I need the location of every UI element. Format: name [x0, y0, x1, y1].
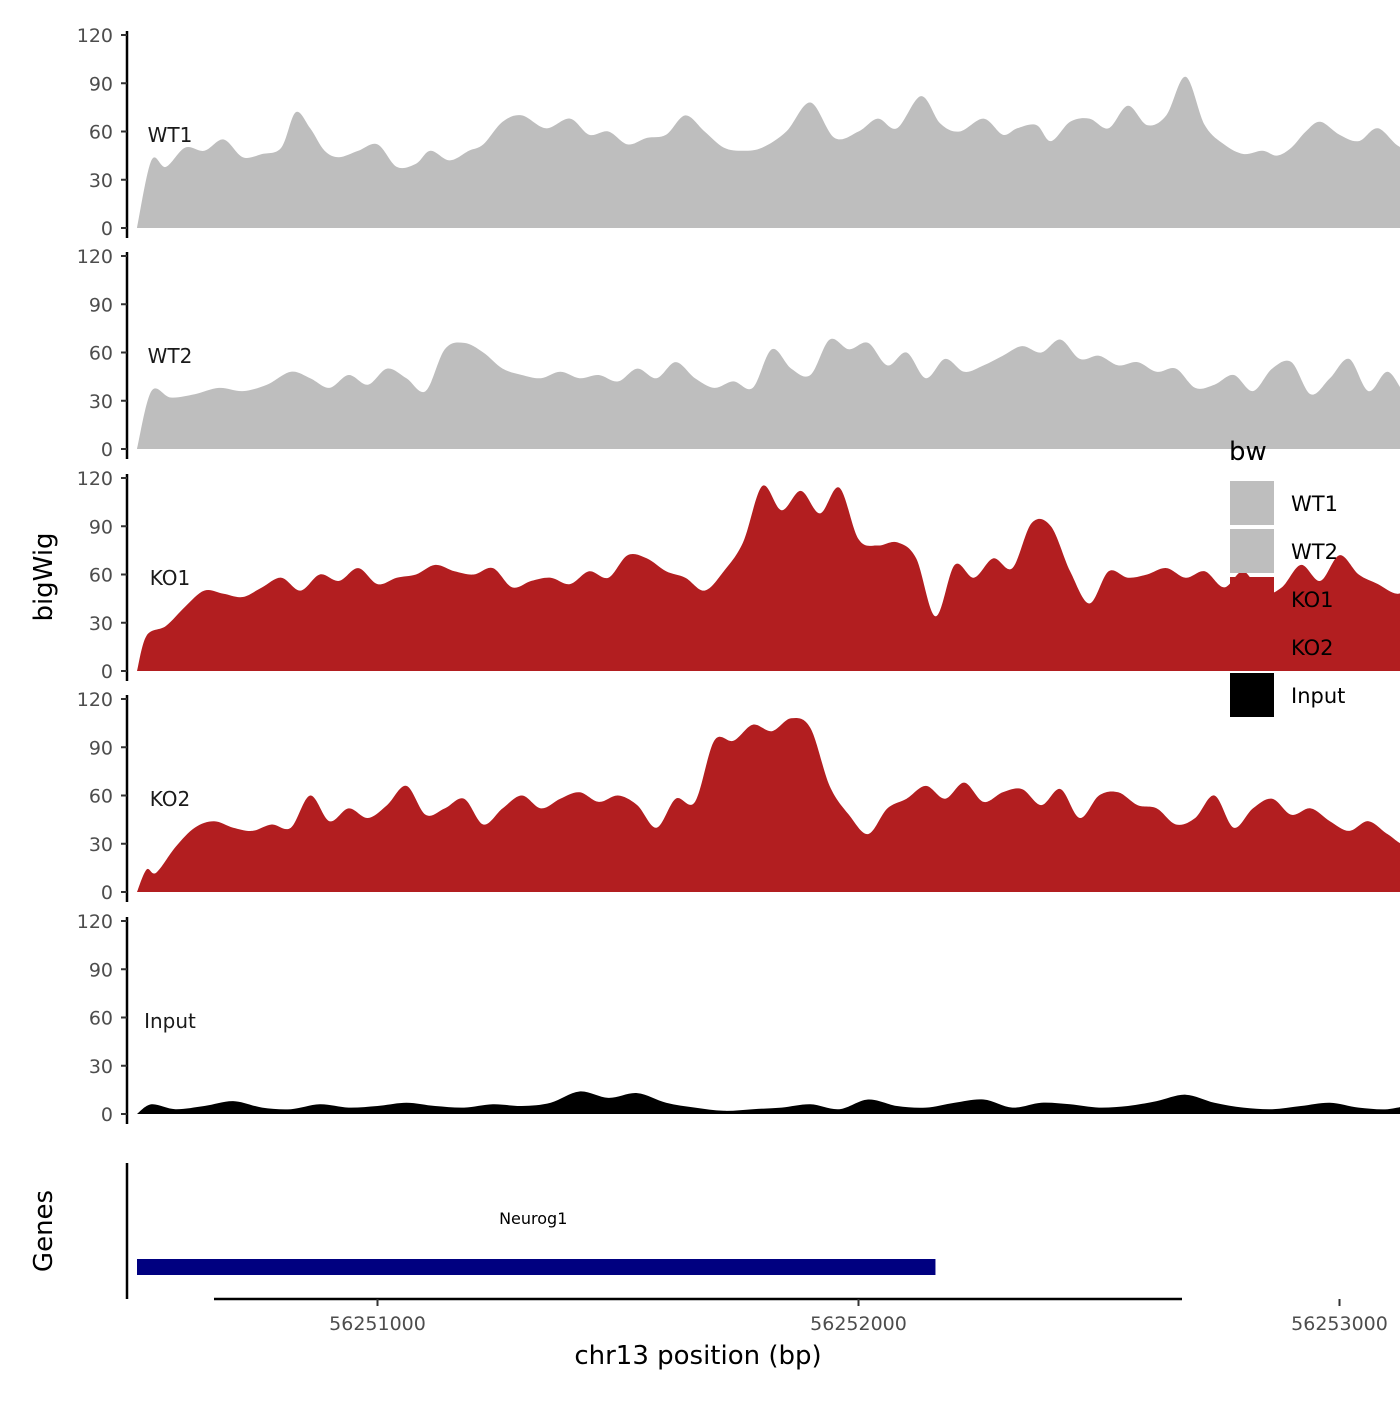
track-label: WT1	[148, 123, 193, 147]
y-tick-label: 90	[89, 959, 113, 981]
y-tick-label: 90	[89, 737, 113, 759]
legend-label: Input	[1291, 684, 1345, 708]
x-tick-label: 56252000	[810, 1313, 907, 1335]
legend-items: WT1 WT2 KO1 KO2 Input	[1230, 481, 1345, 717]
legend-label: WT1	[1291, 492, 1338, 516]
y-tick-label: 0	[101, 439, 113, 461]
y-tick-label: 120	[77, 25, 113, 47]
x-axis: 56251000562520005625300056254000 chr13 p…	[214, 1297, 1388, 1371]
legend-title: bw	[1229, 437, 1267, 467]
track-label: KO1	[150, 566, 191, 590]
series-area-input	[137, 1091, 1400, 1114]
y-tick-label: 90	[89, 516, 113, 538]
x-tick-label: 56253000	[1291, 1313, 1388, 1335]
legend-key-wt1	[1230, 481, 1274, 525]
track-label: Input	[144, 1009, 196, 1033]
legend-label: WT2	[1291, 540, 1338, 564]
y-tick-label: 0	[101, 1104, 113, 1126]
series-area-wt1	[137, 76, 1400, 228]
track-label: KO2	[150, 787, 191, 811]
y-tick-label: 60	[89, 786, 113, 808]
y-tick-label: 90	[89, 73, 113, 95]
y-tick-label: 0	[101, 661, 113, 683]
track-input: 0 30 60 90 120 Input	[77, 911, 1400, 1126]
legend-key-ko1	[1230, 577, 1274, 621]
gene-label: Neurog1	[499, 1209, 567, 1228]
x-ticks: 56251000562520005625300056254000	[329, 1299, 1388, 1335]
tracks-layer: 0306090120WT10306090120WT20306090120KO10…	[77, 25, 1400, 1126]
y-tick-label: 120	[77, 911, 113, 933]
track-ko2: 0 30 60 90 120 KO2	[77, 689, 1400, 904]
y-tick-label: 0	[101, 218, 113, 240]
genes-axis-title: Genes	[29, 1190, 59, 1272]
legend-label: KO2	[1291, 636, 1334, 660]
gene-body	[137, 1259, 936, 1275]
track-ko1: 0 30 60 90 120 KO1	[77, 468, 1400, 683]
y-tick-label: 60	[89, 1008, 113, 1030]
series-area-wt2	[137, 338, 1400, 449]
x-tick-label: 56251000	[329, 1313, 426, 1335]
series-area-ko2	[137, 718, 1400, 892]
y-tick-label: 0	[101, 882, 113, 904]
y-tick-label: 30	[89, 1056, 113, 1078]
legend: bw WT1 WT2 KO1 KO2 Input	[1229, 437, 1345, 717]
series-area-ko1	[137, 485, 1400, 671]
legend-label: KO1	[1291, 588, 1334, 612]
y-tick-label: 30	[89, 391, 113, 413]
y-tick-label: 60	[89, 565, 113, 587]
y-tick-label: 30	[89, 613, 113, 635]
y-axis-title: bigWig	[29, 532, 59, 621]
gene-features: Neurog1	[137, 1209, 936, 1275]
track-wt2: 0 30 60 90 120 WT2	[77, 246, 1400, 461]
legend-key-wt2	[1230, 529, 1274, 573]
genes-panel: Genes Neurog1	[29, 1163, 936, 1299]
x-axis-title: chr13 position (bp)	[574, 1341, 821, 1371]
y-tick-label: 30	[89, 834, 113, 856]
y-tick-label: 60	[89, 122, 113, 144]
y-tick-label: 90	[89, 294, 113, 316]
y-tick-label: 120	[77, 468, 113, 490]
legend-key-input	[1230, 673, 1274, 717]
track-label: WT2	[148, 344, 193, 368]
y-tick-label: 120	[77, 689, 113, 711]
y-tick-label: 120	[77, 246, 113, 268]
y-tick-label: 60	[89, 343, 113, 365]
track-wt1: 0 30 60 90 120 WT1	[77, 25, 1400, 240]
y-tick-label: 30	[89, 170, 113, 192]
legend-key-ko2	[1230, 625, 1274, 669]
